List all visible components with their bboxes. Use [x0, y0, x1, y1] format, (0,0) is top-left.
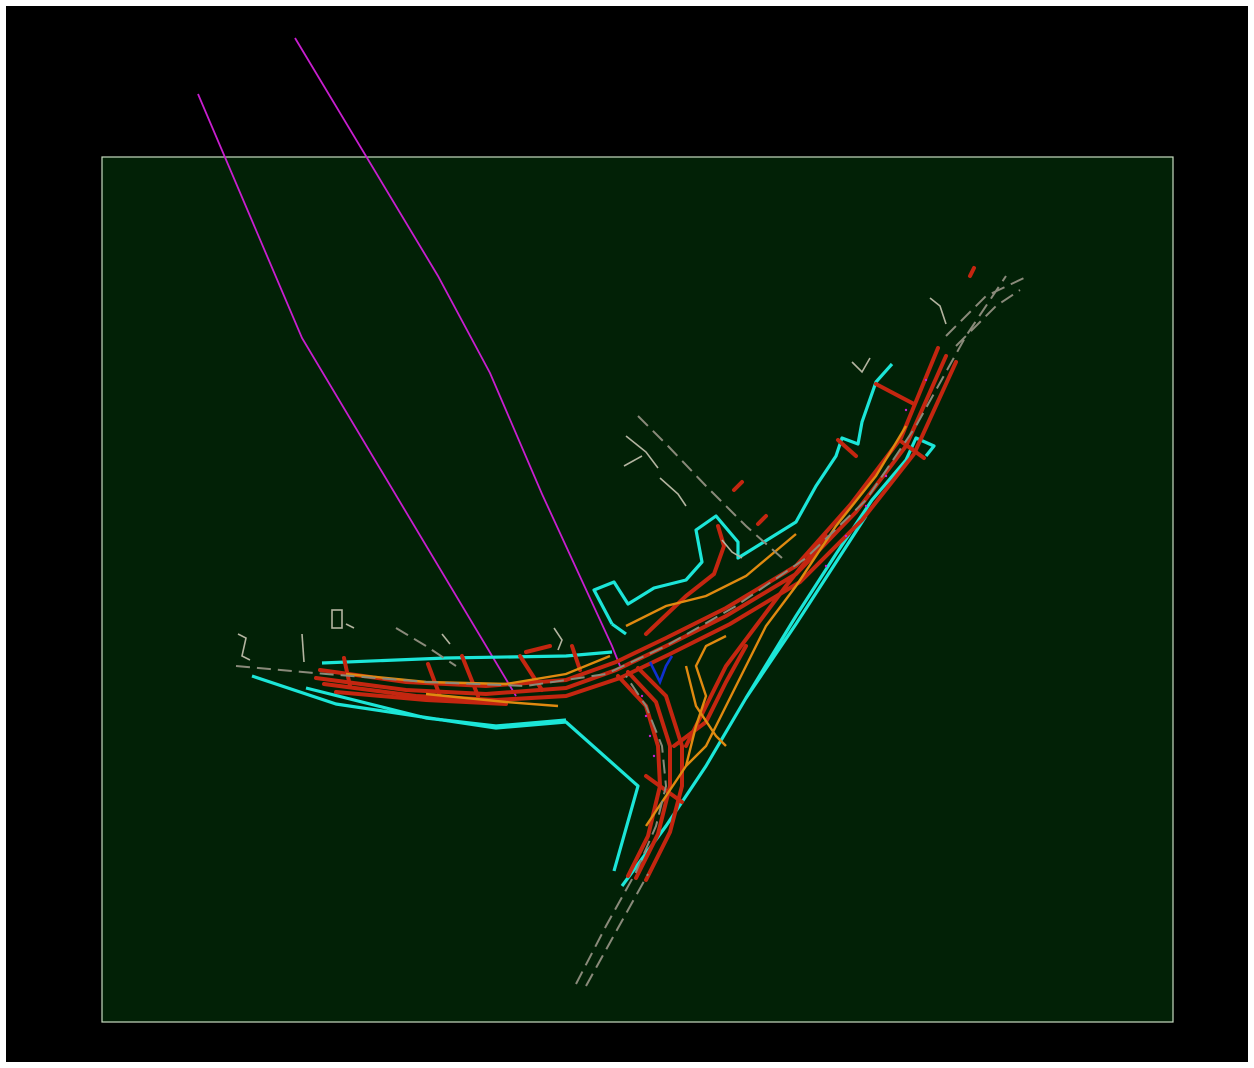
mainline-west-4 — [334, 690, 508, 706]
label-mark-1 — [732, 480, 744, 492]
pavement-layer — [314, 266, 976, 882]
cross-street-1 — [874, 382, 916, 406]
feature-mark-11 — [441, 633, 451, 645]
route-alignment-lines — [197, 37, 621, 697]
station-dot — [648, 734, 652, 738]
feature-mark-2 — [301, 633, 305, 663]
east-connector — [684, 534, 828, 748]
station-dot — [640, 694, 644, 698]
centerline-n-diag — [637, 415, 783, 559]
stub-2 — [426, 662, 442, 698]
station-dots — [640, 378, 928, 758]
feature-mark-3 — [345, 623, 355, 629]
alignment-line-east — [294, 37, 621, 667]
centerline-main — [235, 275, 1007, 688]
alignment-line-west — [197, 93, 517, 697]
water-layer — [648, 655, 674, 686]
station-dot — [644, 714, 648, 718]
feature-mark-9 — [553, 627, 563, 651]
building-1 — [331, 609, 343, 629]
stub-5 — [570, 644, 582, 672]
ramp-edge-4 — [684, 634, 727, 767]
feature-mark-7 — [851, 357, 871, 374]
ramp-edge-5 — [645, 425, 908, 827]
southern-leg-3 — [636, 666, 684, 882]
feature-mark-6 — [659, 477, 687, 507]
ramp-edge-2 — [425, 692, 559, 708]
feature-mark-4 — [625, 435, 659, 469]
north-connector — [644, 524, 727, 636]
station-dot — [864, 504, 868, 508]
row-east-inner — [744, 515, 868, 699]
label-mark-2 — [756, 514, 768, 526]
feature-mark-8 — [929, 297, 947, 325]
existing-features-layer — [237, 297, 947, 663]
label-mark-3 — [968, 266, 976, 278]
centerline-south — [575, 675, 668, 985]
feature-mark-5 — [623, 455, 643, 467]
station-dot — [824, 564, 828, 568]
label-mark-4 — [524, 644, 552, 654]
cross-street-2 — [836, 438, 858, 458]
water-line — [648, 655, 674, 686]
feature-mark-10 — [721, 539, 743, 559]
centerline-ne-2 — [955, 289, 1021, 347]
ramp-edges-layer — [345, 425, 908, 827]
southern-leg-2 — [626, 670, 672, 880]
row-west-lower — [251, 674, 640, 872]
station-dot — [904, 408, 908, 412]
interchange-drawing[interactable] — [6, 6, 1248, 1062]
centerline-south-2 — [585, 873, 649, 987]
ramp-edge-3 — [625, 533, 797, 628]
ramp-edge-6 — [684, 665, 727, 747]
station-dot — [844, 534, 848, 538]
cross-street-3 — [900, 440, 926, 460]
feature-mark-1 — [237, 633, 251, 661]
row-north-cross — [592, 362, 894, 625]
station-dot — [924, 378, 928, 382]
row-west-upper — [321, 650, 613, 665]
row-west-inner — [305, 686, 567, 728]
stub-4 — [342, 656, 352, 688]
centerline-ne-1 — [945, 277, 1025, 337]
mainline-west-2 — [318, 346, 940, 689]
ramp-edge-1 — [345, 654, 611, 686]
southern-leg-1 — [616, 674, 663, 878]
centerline-w-diag — [395, 627, 457, 667]
row-north-cross-2 — [611, 622, 627, 636]
stub-1 — [460, 654, 480, 698]
centerline-layer — [235, 275, 1025, 987]
cad-viewport[interactable] — [6, 6, 1248, 1062]
station-dot — [652, 754, 656, 758]
stub-6 — [644, 774, 684, 804]
station-dot — [884, 474, 888, 478]
